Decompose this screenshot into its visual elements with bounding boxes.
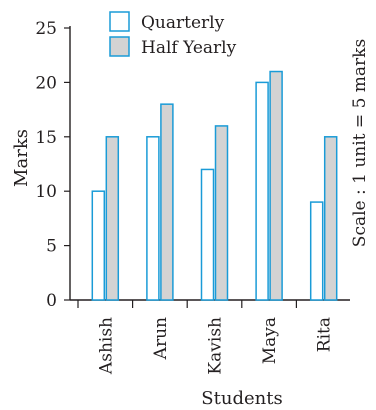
legend-label-quarterly: Quarterly [141, 13, 225, 33]
y-tick-label: 15 [35, 128, 57, 148]
y-tick-label: 0 [46, 291, 57, 311]
chart-axes: 0 5 10 15 20 25 Ashish Arun Kavish Maya Rita [35, 19, 350, 375]
bar-quarterly-arun [146, 136, 160, 301]
legend-swatch-quarterly [109, 11, 130, 32]
y-tick-label: 5 [46, 237, 57, 257]
y-tick-label: 25 [35, 19, 57, 39]
y-tick-label: 20 [35, 73, 57, 93]
bar-quarterly-maya [255, 81, 269, 301]
bar-half-yearly-ashish [105, 136, 120, 301]
bar-quarterly-kavish [200, 168, 215, 301]
legend-label-half-yearly: Half Yearly [141, 38, 237, 58]
x-tick-label: Maya [260, 317, 280, 364]
chart-bars [91, 70, 338, 301]
bar-quarterly-ashish [91, 190, 106, 301]
x-tick-label: Kavish [206, 317, 226, 375]
x-axis-label: Students [201, 388, 282, 409]
x-tick-label: Rita [315, 317, 335, 352]
y-tick-label: 10 [35, 182, 57, 202]
bar-half-yearly-kavish [214, 125, 229, 301]
scale-annotation: Scale : 1 unit = 5 marks [350, 39, 370, 247]
chart-legend: Quarterly Half Yearly [109, 11, 237, 58]
bar-half-yearly-rita [323, 136, 338, 301]
x-tick-label: Arun [151, 317, 171, 360]
legend-swatch-half-yearly [109, 36, 130, 57]
x-tick-label: Ashish [96, 317, 116, 375]
bar-quarterly-rita [309, 201, 324, 301]
bar-half-yearly-arun [160, 103, 174, 301]
bar-half-yearly-maya [269, 70, 283, 301]
y-axis-label: Marks [11, 129, 32, 187]
